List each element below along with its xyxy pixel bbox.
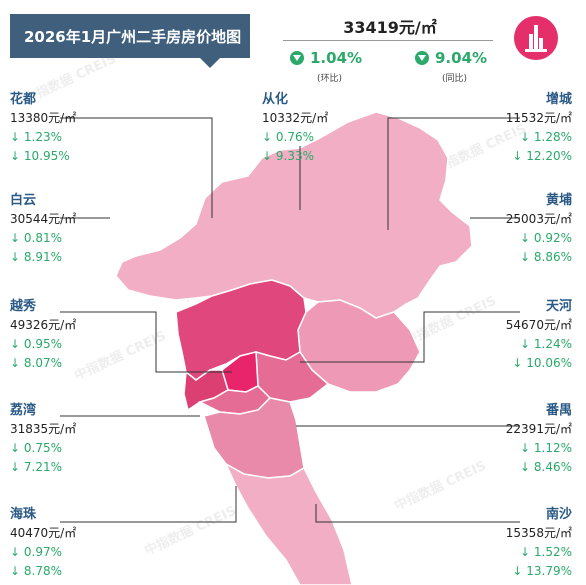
district-mom: ↓ 1.23% bbox=[10, 130, 62, 144]
district-zengcheng: 增城 11532元/㎡ ↓ 1.28% ↓ 12.20% bbox=[506, 90, 572, 166]
district-yoy: ↓ 8.07% bbox=[10, 356, 62, 370]
district-mom: ↓ 0.95% bbox=[10, 337, 62, 351]
district-price: 13380元/㎡ bbox=[10, 111, 77, 125]
district-haizhu: 海珠 40470元/㎡ ↓ 0.97% ↓ 8.78% bbox=[10, 505, 76, 581]
average-price: 33419元/㎡ bbox=[343, 18, 437, 37]
district-yoy: ↓ 10.06% bbox=[512, 356, 572, 370]
district-mom: ↓ 0.81% bbox=[10, 231, 62, 245]
district-liwan: 荔湾 31835元/㎡ ↓ 0.75% ↓ 7.21% bbox=[10, 401, 76, 477]
district-yoy: ↓ 9.33% bbox=[262, 149, 314, 163]
district-mom: ↓ 1.28% bbox=[520, 130, 572, 144]
district-yoy: ↓ 8.91% bbox=[10, 250, 62, 264]
district-conghua: 从化 10332元/㎡ ↓ 0.76% ↓ 9.33% bbox=[262, 90, 328, 166]
district-name: 荔湾 bbox=[10, 403, 37, 418]
region-nansha bbox=[224, 462, 353, 585]
district-name: 天河 bbox=[545, 299, 572, 314]
district-yoy: ↓ 8.78% bbox=[10, 564, 62, 578]
district-name: 越秀 bbox=[10, 299, 37, 314]
district-panyu: 番禺 22391元/㎡ ↓ 1.12% ↓ 8.46% bbox=[506, 401, 572, 477]
district-mom: ↓ 0.97% bbox=[10, 545, 62, 559]
divider bbox=[283, 40, 493, 41]
district-price: 25003元/㎡ bbox=[505, 212, 572, 226]
region-north bbox=[115, 111, 473, 319]
district-price: 11532元/㎡ bbox=[505, 111, 572, 125]
district-yoy: ↓ 8.46% bbox=[520, 460, 572, 474]
district-mom: ↓ 1.24% bbox=[520, 337, 572, 351]
district-mom: ↓ 1.52% bbox=[520, 545, 572, 559]
district-name: 花都 bbox=[10, 92, 37, 107]
leader-lines bbox=[60, 117, 520, 523]
mom-change: 1.04% bbox=[290, 49, 362, 67]
district-price: 31835元/㎡ bbox=[10, 422, 77, 436]
district-name: 番禺 bbox=[545, 403, 572, 418]
district-nansha: 南沙 15358元/㎡ ↓ 1.52% ↓ 13.79% bbox=[506, 505, 572, 581]
logo-icon bbox=[525, 25, 547, 52]
down-arrow-icon bbox=[415, 51, 429, 65]
district-yoy: ↓ 10.95% bbox=[10, 149, 70, 163]
district-name: 海珠 bbox=[10, 507, 37, 522]
district-name: 从化 bbox=[262, 92, 289, 107]
down-arrow-icon bbox=[290, 51, 304, 65]
district-name: 白云 bbox=[10, 193, 37, 208]
district-mom: ↓ 0.75% bbox=[10, 441, 62, 455]
district-huangpu: 黄埔 25003元/㎡ ↓ 0.92% ↓ 8.86% bbox=[506, 191, 572, 267]
district-baiyun: 白云 30544元/㎡ ↓ 0.81% ↓ 8.91% bbox=[10, 191, 76, 267]
district-price: 40470元/㎡ bbox=[10, 526, 77, 540]
district-yoy: ↓ 7.21% bbox=[10, 460, 62, 474]
district-price: 49326元/㎡ bbox=[10, 318, 77, 332]
mom-value: 1.04% bbox=[310, 49, 363, 67]
creis-logo bbox=[514, 16, 558, 60]
yoy-label: (同比) bbox=[442, 74, 468, 84]
district-mom: ↓ 0.76% bbox=[262, 130, 314, 144]
district-name: 南沙 bbox=[545, 507, 572, 522]
district-price: 30544元/㎡ bbox=[10, 212, 77, 226]
yoy-value: 9.04% bbox=[435, 49, 488, 67]
district-yoy: ↓ 8.86% bbox=[520, 250, 572, 264]
district-yoy: ↓ 13.79% bbox=[512, 564, 572, 578]
district-huadu: 花都 13380元/㎡ ↓ 1.23% ↓ 10.95% bbox=[10, 90, 76, 166]
district-mom: ↓ 0.92% bbox=[520, 231, 572, 245]
district-mom: ↓ 1.12% bbox=[520, 441, 572, 455]
district-name: 增城 bbox=[545, 92, 572, 107]
district-price: 54670元/㎡ bbox=[505, 318, 572, 332]
district-tianhe: 天河 54670元/㎡ ↓ 1.24% ↓ 10.06% bbox=[506, 297, 572, 373]
mom-label: (环比) bbox=[317, 74, 343, 84]
district-price: 22391元/㎡ bbox=[505, 422, 572, 436]
title-banner: 2026年1月广州二手房房价地图 bbox=[10, 14, 250, 68]
district-yoy: ↓ 12.20% bbox=[512, 149, 572, 163]
yoy-change: 9.04% bbox=[415, 49, 487, 67]
district-price: 15358元/㎡ bbox=[505, 526, 572, 540]
district-yuexiu: 越秀 49326元/㎡ ↓ 0.95% ↓ 8.07% bbox=[10, 297, 76, 373]
district-name: 黄埔 bbox=[545, 193, 572, 208]
page-title: 2026年1月广州二手房房价地图 bbox=[24, 28, 242, 46]
district-price: 10332元/㎡ bbox=[262, 111, 329, 125]
